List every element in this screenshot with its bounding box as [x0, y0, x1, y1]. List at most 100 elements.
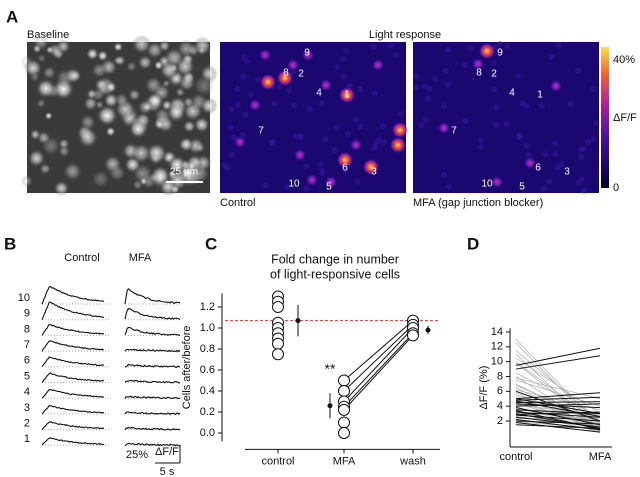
pair-line	[515, 377, 601, 400]
speck	[227, 124, 234, 131]
cell-label: 9	[304, 48, 310, 59]
cell-blob	[200, 97, 218, 115]
y-tick-label: 0.2	[200, 406, 215, 418]
speck	[467, 45, 474, 52]
colorbar	[601, 47, 609, 188]
speck	[519, 100, 526, 107]
trace-label: 3	[24, 402, 30, 414]
active-cell	[320, 79, 332, 91]
cell-blob	[166, 102, 186, 123]
panel-label: A	[6, 7, 18, 26]
cell-blob	[39, 162, 52, 175]
cell-label: 5	[519, 182, 525, 193]
pair-line	[515, 403, 601, 409]
cell-blob	[96, 104, 118, 127]
speck	[331, 147, 338, 154]
cell-blob	[47, 42, 63, 58]
cell-label: 1	[537, 90, 543, 101]
pair-line	[515, 411, 601, 418]
speck	[441, 171, 448, 178]
y-tick-label: 0.8	[200, 343, 215, 355]
speck	[581, 187, 588, 194]
cell-blob	[91, 87, 106, 102]
data-point	[338, 403, 350, 416]
significance: **	[325, 361, 336, 377]
cell-blob	[128, 120, 148, 139]
trace	[124, 395, 181, 400]
trace-label: 9	[24, 308, 30, 320]
trace	[124, 379, 181, 384]
cell-blob	[64, 67, 82, 85]
speck	[269, 138, 276, 145]
trace-label: 8	[24, 323, 30, 335]
speck	[340, 73, 347, 80]
speck	[339, 56, 346, 63]
cell-label: 7	[258, 126, 264, 137]
mfa-label: MFA (gap junction blocker)	[413, 197, 543, 209]
mean-point	[327, 403, 333, 409]
active-cell	[491, 176, 503, 188]
trace	[124, 307, 181, 321]
cell-blob	[36, 130, 51, 145]
data-point	[407, 329, 419, 342]
active-cell	[524, 157, 536, 169]
cell-blob	[105, 81, 117, 93]
speck	[371, 90, 378, 97]
speck	[425, 95, 432, 102]
cell-blob	[182, 119, 196, 133]
speck	[578, 175, 585, 182]
active-cell	[306, 174, 318, 186]
pair-line	[343, 335, 414, 411]
trace-label: 4	[24, 386, 30, 398]
cell-blob	[32, 44, 42, 54]
cell-blob	[35, 78, 56, 99]
cell-label: 6	[535, 163, 541, 174]
x-tick-label: MFA	[589, 451, 612, 463]
cell-blob	[29, 71, 41, 83]
speck	[557, 161, 564, 168]
cell-blob	[130, 142, 152, 164]
cell-blob	[176, 39, 196, 59]
trace	[124, 411, 181, 416]
speck	[478, 143, 485, 150]
trace	[41, 323, 105, 336]
speck	[413, 73, 420, 80]
speck	[354, 178, 361, 185]
speck	[491, 60, 498, 67]
speck	[242, 111, 249, 118]
trace	[124, 363, 181, 368]
speck	[276, 83, 283, 90]
speck	[493, 104, 500, 111]
data-point	[272, 301, 284, 313]
mean-point	[295, 318, 301, 324]
cell-label: 7	[451, 126, 457, 137]
speck	[504, 42, 511, 49]
speck	[240, 73, 247, 80]
cell-blob	[114, 92, 130, 108]
cell-label: 8	[283, 68, 289, 79]
cell-blob	[126, 60, 137, 72]
scale-bar-label: 25 µm	[170, 167, 198, 178]
speck	[380, 139, 387, 146]
pair-line	[515, 392, 601, 400]
speck	[322, 136, 329, 143]
speck	[397, 111, 404, 118]
speck	[303, 163, 310, 170]
trace	[124, 326, 181, 336]
cell-label: 2	[298, 69, 304, 80]
pair-line	[515, 421, 601, 433]
speck	[333, 124, 340, 131]
active-cell	[350, 139, 362, 151]
speck	[262, 182, 269, 189]
y-axis-label: Cells after/before	[181, 325, 193, 409]
cell-blob	[153, 118, 166, 131]
cell-blob	[179, 159, 191, 171]
cell-blob	[113, 55, 122, 65]
active-cell	[363, 159, 379, 175]
pair-line	[515, 411, 601, 415]
cell-blob	[158, 39, 171, 53]
cell-blob	[44, 111, 53, 120]
speck	[342, 167, 349, 174]
cell-blob	[37, 53, 47, 63]
